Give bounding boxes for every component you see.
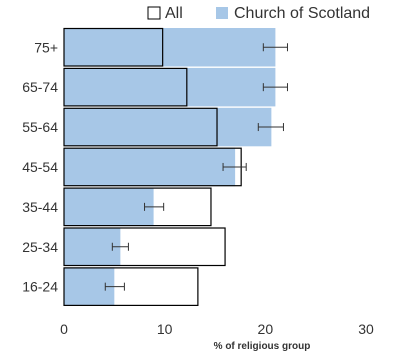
x-tick-label-0: 0 <box>60 321 68 337</box>
error-bar-25-34 <box>111 242 129 251</box>
all-bars <box>63 27 242 306</box>
category-label-25-34: 25-34 <box>22 239 58 255</box>
category-label-35-44: 35-44 <box>22 199 58 215</box>
error-bar-16-24 <box>104 282 125 291</box>
category-label-55-64: 55-64 <box>22 119 58 135</box>
category-label-45-54: 45-54 <box>22 159 58 175</box>
bar-church-of-scotland-65-74 <box>64 67 276 107</box>
x-tick-label-10: 10 <box>157 321 173 337</box>
bar-all-75plus <box>63 27 164 67</box>
bar-church-of-scotland-45-54 <box>64 147 236 187</box>
error-bar-45-54 <box>222 162 247 171</box>
error-bar-65-74 <box>262 83 288 92</box>
category-label-75plus: 75+ <box>34 39 58 55</box>
bar-all-25-34 <box>63 227 226 267</box>
error-bar-35-44 <box>144 202 165 211</box>
bar-all-16-24 <box>63 267 199 306</box>
bar-church-of-scotland-35-44 <box>64 187 154 227</box>
x-tick-labels: 0 10 20 30 <box>60 321 374 337</box>
bar-church-of-scotland-75plus <box>64 28 276 67</box>
error-bar-75plus <box>262 43 288 52</box>
church-of-scotland-bars <box>64 28 276 306</box>
x-tick-label-30: 30 <box>358 321 374 337</box>
bar-all-65-74 <box>63 67 188 107</box>
bar-all-55-64 <box>63 107 218 147</box>
bar-church-of-scotland-55-64 <box>64 107 272 147</box>
category-label-65-74: 65-74 <box>22 79 58 95</box>
legend-label-all: All <box>165 5 183 22</box>
chart-legend: All Church of Scotland <box>147 5 370 22</box>
bar-church-of-scotland-25-34 <box>64 227 121 266</box>
error-bar-55-64 <box>257 123 284 132</box>
error-bars <box>104 43 288 291</box>
legend-label-church-of-scotland: Church of Scotland <box>234 5 370 22</box>
legend-swatch-all <box>147 6 161 20</box>
bar-all-35-44 <box>63 187 212 227</box>
category-labels: 75+ 65-74 55-64 45-54 35-44 25-34 16-24 <box>22 39 58 294</box>
x-axis-label: % of religious group <box>214 341 311 352</box>
x-tick-label-20: 20 <box>258 321 274 337</box>
category-label-16-24: 16-24 <box>22 279 58 295</box>
legend-swatch-church-of-scotland <box>216 7 228 19</box>
